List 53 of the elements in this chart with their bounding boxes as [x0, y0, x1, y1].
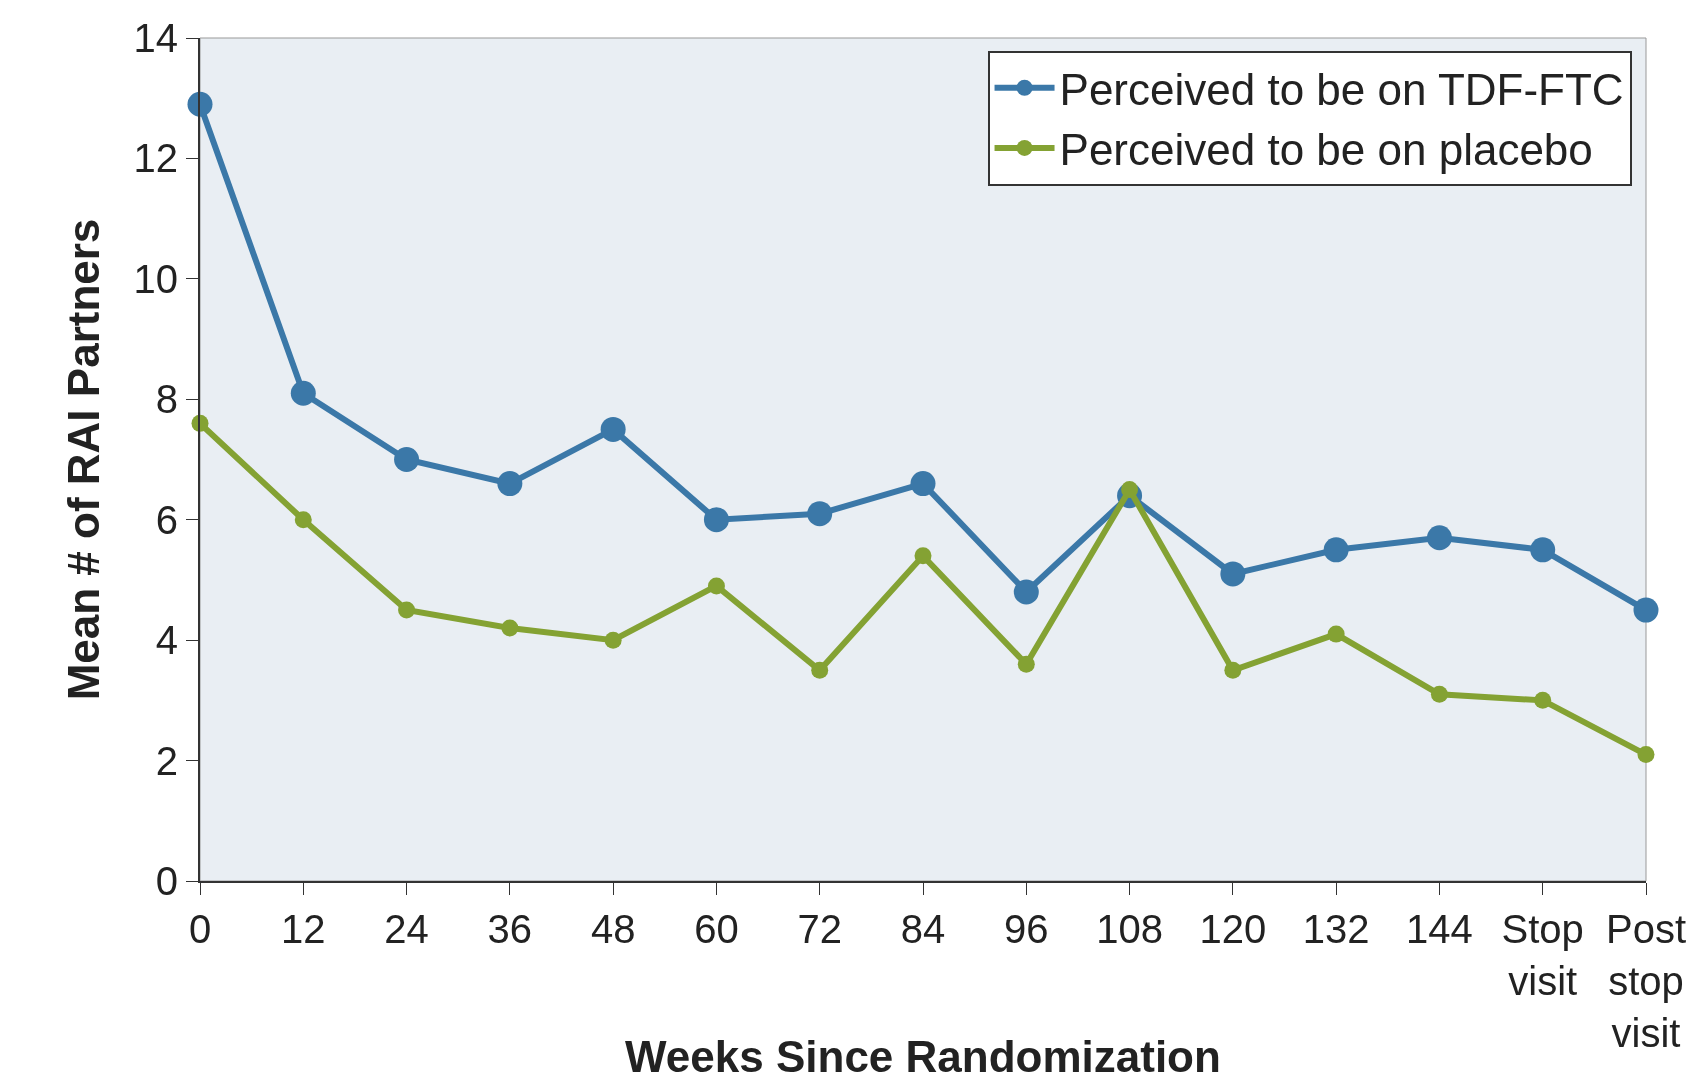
- point: [394, 447, 420, 472]
- y-tick-label: 12: [133, 136, 178, 181]
- x-tick-label: 120: [1199, 907, 1267, 951]
- point: [807, 501, 833, 527]
- point: [1013, 579, 1039, 605]
- x-tick-label: 132: [1302, 907, 1370, 951]
- point: [1323, 537, 1349, 563]
- point: [1637, 746, 1655, 764]
- point: [290, 380, 316, 406]
- x-tick-label: 96: [1004, 907, 1049, 951]
- point: [501, 619, 519, 637]
- point: [294, 511, 312, 529]
- x-tick-label: 36: [487, 907, 533, 951]
- legend-label: Perceived to be on TDF-FTC: [1059, 64, 1624, 114]
- y-tick-label: 14: [133, 16, 178, 60]
- point: [1327, 625, 1345, 643]
- x-tick-label: Stop visit: [1501, 907, 1584, 1003]
- point: [1017, 655, 1035, 673]
- y-tick-label: 0: [155, 859, 178, 903]
- y-tick-label: 10: [133, 256, 178, 301]
- point: [1224, 661, 1242, 679]
- point: [910, 471, 936, 497]
- point: [811, 661, 829, 679]
- y-tick-label: 2: [155, 738, 178, 783]
- y-tick-label: 4: [155, 618, 178, 663]
- y-axis-title: Mean # of RAI Partners: [59, 218, 109, 701]
- point: [1530, 537, 1556, 563]
- point: [1426, 525, 1452, 551]
- x-tick-label: 72: [797, 907, 842, 951]
- point: [398, 601, 416, 619]
- y-tick-label: 8: [155, 377, 178, 422]
- x-tick-label: 144: [1406, 907, 1473, 951]
- point: [1220, 561, 1246, 587]
- x-tick-label: 0: [188, 907, 212, 951]
- x-tick-label: Post stop visit: [1605, 907, 1687, 1055]
- point: [914, 547, 932, 565]
- x-tick-label: 12: [281, 907, 326, 951]
- x-tick-label: 84: [900, 907, 946, 951]
- point: [604, 631, 622, 649]
- point: [600, 416, 626, 442]
- x-tick-label: 108: [1096, 907, 1163, 951]
- point: [497, 471, 523, 497]
- x-axis-title: Weeks Since Randomization: [625, 1032, 1221, 1081]
- point: [703, 507, 729, 533]
- x-tick-label: 48: [590, 907, 636, 951]
- legend-label: Perceived to be on placebo: [1059, 125, 1593, 175]
- point: [1534, 691, 1552, 709]
- x-tick-label: 24: [384, 907, 429, 951]
- y-tick-label: 6: [155, 497, 178, 542]
- point: [1633, 597, 1659, 623]
- point: [707, 577, 725, 595]
- point: [1430, 685, 1448, 703]
- x-tick-label: 60: [694, 907, 739, 951]
